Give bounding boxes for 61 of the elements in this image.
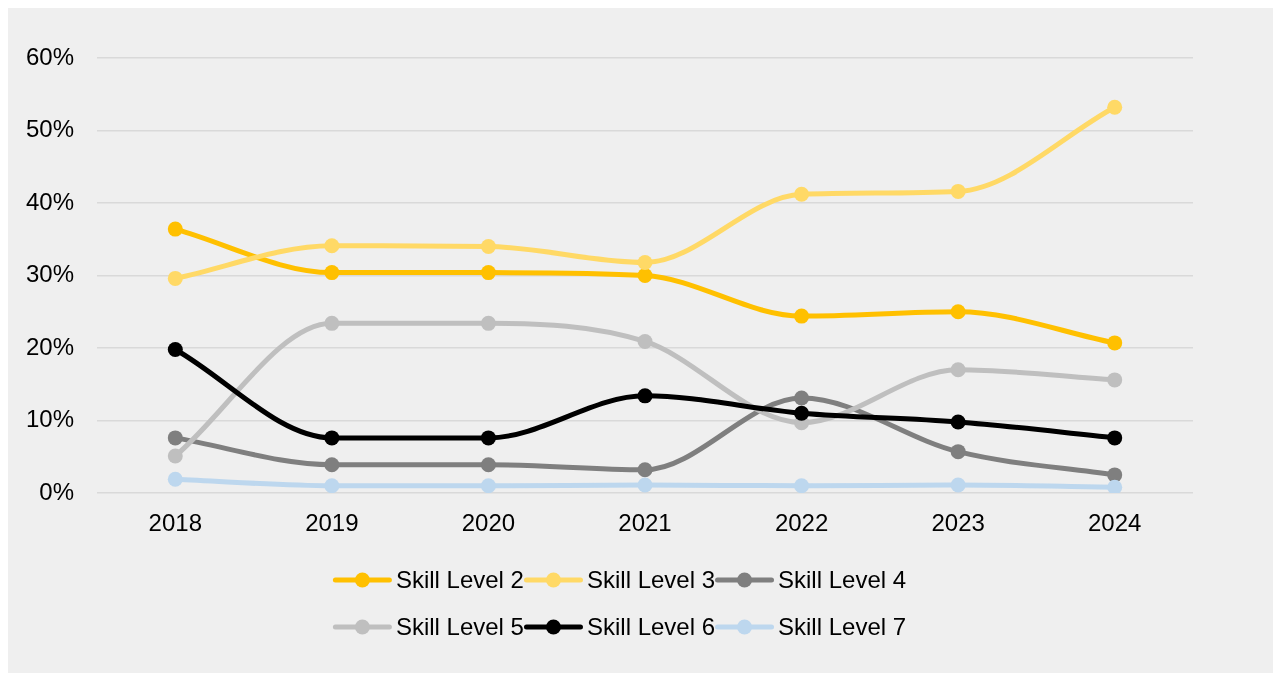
point [167,430,183,446]
point [324,457,340,473]
x-tick-label: 2018 [148,509,202,537]
point [324,478,340,493]
x-tick-label: 2021 [618,509,672,537]
point [637,388,653,404]
point [480,239,496,254]
point [480,430,496,446]
point [324,430,340,446]
point [794,186,810,202]
point [794,405,810,421]
point [950,444,966,460]
x-tick-label: 2019 [305,509,359,537]
point [637,333,653,349]
point [167,341,183,357]
point [480,478,496,493]
point [1107,479,1123,493]
y-tick-label: 60% [25,42,74,70]
point [637,477,653,493]
legend-label: Skill Level 7 [778,612,907,640]
point [1107,335,1123,351]
point [1107,99,1123,115]
legend-label: Skill Level 5 [395,612,524,640]
point [794,308,810,324]
point [637,268,653,283]
point [637,254,653,270]
point [480,265,496,281]
point [950,414,966,430]
point [324,315,340,331]
legend-label: Skill Level 2 [395,565,524,593]
point [480,457,496,473]
point [794,478,810,493]
x-tick-label: 2024 [1088,509,1142,537]
point [167,270,183,286]
legend-label: Skill Level 3 [586,565,716,593]
point [950,362,966,378]
point [480,315,496,331]
point [794,390,810,406]
point [167,448,183,464]
y-tick-label: 50% [25,115,74,143]
x-tick-label: 2020 [461,509,516,537]
point [637,462,653,478]
point [950,477,966,493]
x-tick-label: 2022 [774,509,829,537]
y-tick-label: 30% [25,260,74,288]
point [950,304,966,320]
point [1107,430,1123,446]
point [1107,372,1123,388]
point [324,238,340,254]
y-tick-label: 20% [25,332,74,360]
y-tick-label: 40% [25,187,74,215]
point [167,471,183,487]
legend-label: Skill Level 6 [586,612,716,640]
point [950,183,966,199]
y-tick-label: 10% [25,405,74,433]
point [167,221,183,237]
x-tick-label: 2023 [931,509,985,537]
point [1107,467,1123,483]
point [324,265,340,281]
legend-label: Skill Level 4 [778,565,907,593]
y-tick-label: 0% [39,477,74,505]
